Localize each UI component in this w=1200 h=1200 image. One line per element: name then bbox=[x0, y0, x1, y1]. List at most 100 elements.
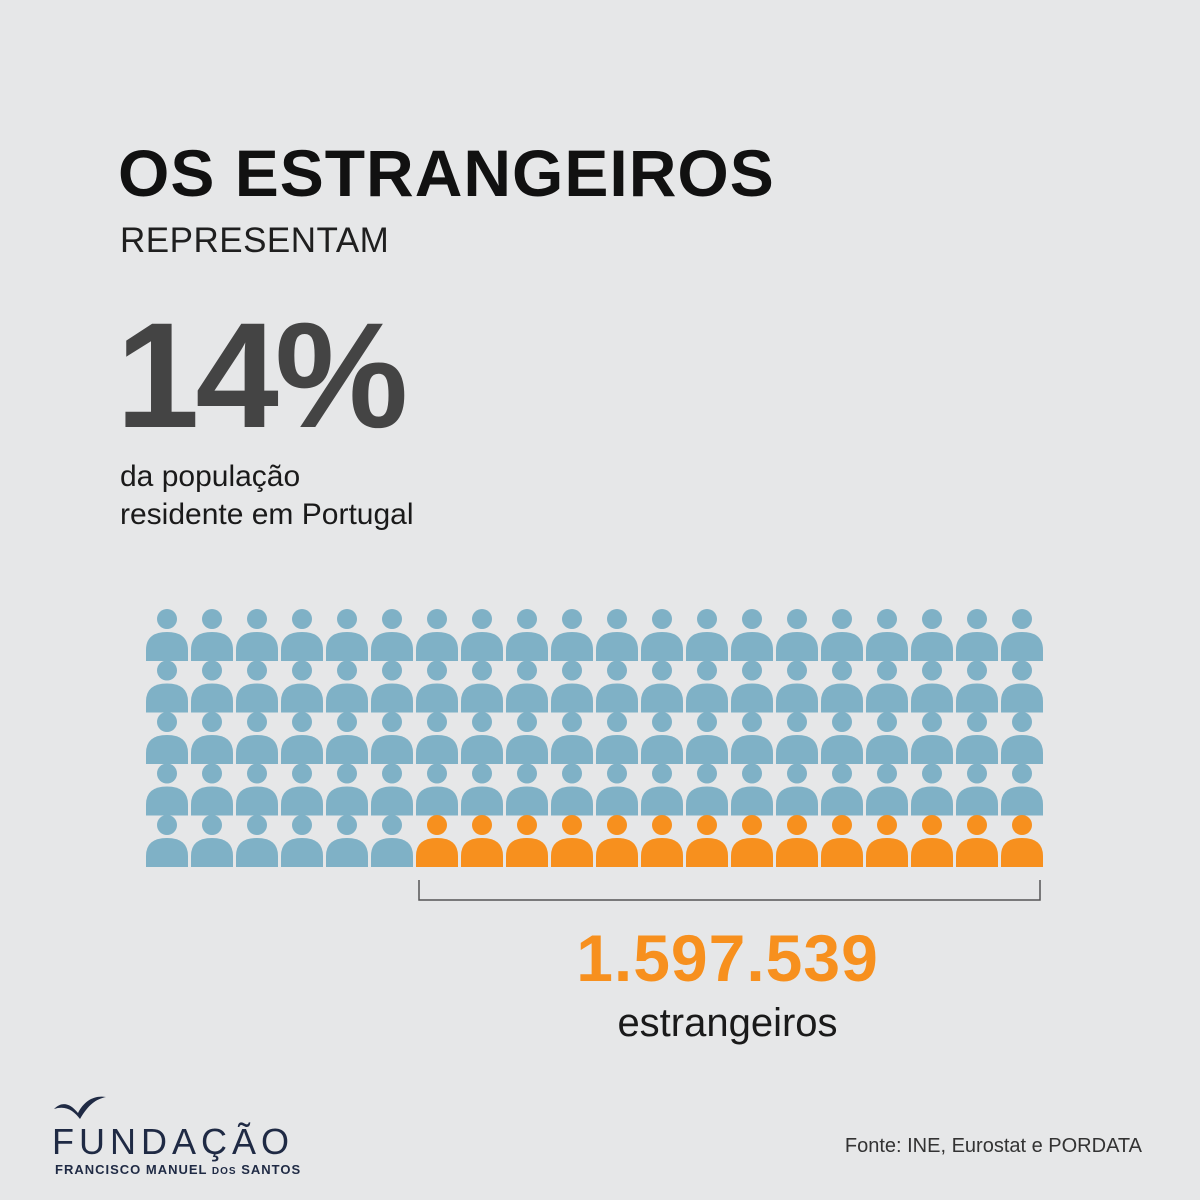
person-icon bbox=[506, 609, 548, 661]
person-icon bbox=[596, 763, 638, 816]
person-icon bbox=[911, 609, 953, 661]
person-icon-highlighted bbox=[551, 815, 593, 867]
person-icon bbox=[551, 609, 593, 661]
person-icon bbox=[461, 660, 503, 713]
person-icon bbox=[191, 660, 233, 713]
person-icon bbox=[281, 660, 323, 713]
person-icon bbox=[506, 763, 548, 816]
highlight-count: 1.597.539 bbox=[576, 921, 879, 995]
person-icon bbox=[866, 660, 908, 713]
person-icon bbox=[326, 763, 368, 816]
page-subtitle: REPRESENTAM bbox=[120, 221, 390, 260]
person-icon bbox=[911, 763, 953, 816]
highlight-bracket bbox=[418, 880, 1041, 901]
percentage-value: 14% bbox=[116, 291, 408, 459]
person-icon-highlighted bbox=[641, 815, 683, 867]
person-icon bbox=[326, 660, 368, 713]
person-icon bbox=[911, 712, 953, 764]
person-icon bbox=[866, 712, 908, 764]
source-note: Fonte: INE, Eurostat e PORDATA bbox=[844, 1135, 1142, 1157]
person-icon bbox=[1001, 660, 1043, 713]
person-icon bbox=[461, 712, 503, 764]
person-icon bbox=[596, 609, 638, 661]
person-icon bbox=[821, 609, 863, 661]
person-icon bbox=[371, 763, 413, 816]
person-icon bbox=[371, 660, 413, 713]
logo-subtitle-part-1: FRANCISCO MANUEL bbox=[55, 1162, 208, 1177]
logo-wordmark: FUNDAÇÃO bbox=[52, 1121, 295, 1162]
person-icon bbox=[416, 609, 458, 661]
person-icon bbox=[821, 660, 863, 713]
logo-subtitle: FRANCISCO MANUEL DOS SANTOS bbox=[55, 1162, 301, 1177]
person-icon bbox=[191, 609, 233, 661]
person-icon bbox=[146, 609, 188, 661]
person-icon bbox=[641, 660, 683, 713]
person-icon bbox=[191, 815, 233, 867]
person-icon bbox=[551, 712, 593, 764]
person-icon bbox=[956, 763, 998, 816]
person-icon bbox=[776, 660, 818, 713]
person-icon bbox=[776, 609, 818, 661]
person-icon bbox=[371, 712, 413, 764]
percentage-description: da população residente em Portugal bbox=[120, 458, 414, 534]
description-line-1: da população bbox=[120, 460, 301, 493]
person-icon bbox=[461, 609, 503, 661]
person-icon bbox=[776, 763, 818, 816]
person-icon bbox=[821, 763, 863, 816]
person-icon bbox=[686, 712, 728, 764]
person-icon bbox=[326, 609, 368, 661]
person-icon bbox=[416, 660, 458, 713]
person-icon bbox=[506, 712, 548, 764]
person-icon bbox=[731, 609, 773, 661]
person-icon-highlighted bbox=[731, 815, 773, 867]
highlight-label: estrangeiros bbox=[617, 1001, 838, 1045]
person-icon bbox=[506, 660, 548, 713]
person-icon-highlighted bbox=[866, 815, 908, 867]
person-icon bbox=[326, 712, 368, 764]
person-icon bbox=[281, 609, 323, 661]
person-icon bbox=[236, 815, 278, 867]
person-icon bbox=[776, 712, 818, 764]
person-icon bbox=[1001, 609, 1043, 661]
person-icon bbox=[641, 712, 683, 764]
person-icon-highlighted bbox=[461, 815, 503, 867]
person-icon bbox=[596, 660, 638, 713]
person-icon-highlighted bbox=[596, 815, 638, 867]
person-icon bbox=[326, 815, 368, 867]
person-icon bbox=[1001, 712, 1043, 764]
person-icon bbox=[416, 763, 458, 816]
person-icon-highlighted bbox=[776, 815, 818, 867]
person-icon bbox=[416, 712, 458, 764]
person-icon bbox=[956, 712, 998, 764]
person-icon bbox=[191, 712, 233, 764]
person-icon bbox=[236, 660, 278, 713]
person-icon bbox=[146, 763, 188, 816]
person-icon bbox=[236, 763, 278, 816]
person-icon bbox=[236, 712, 278, 764]
person-icon bbox=[641, 763, 683, 816]
person-icon bbox=[911, 660, 953, 713]
person-icon bbox=[191, 763, 233, 816]
person-icon bbox=[551, 763, 593, 816]
page-title: OS ESTRANGEIROS bbox=[118, 136, 775, 210]
person-icon bbox=[821, 712, 863, 764]
person-icon bbox=[146, 712, 188, 764]
person-icon bbox=[1001, 763, 1043, 816]
person-icon bbox=[686, 763, 728, 816]
person-icon bbox=[236, 609, 278, 661]
person-icon bbox=[461, 763, 503, 816]
person-icon bbox=[956, 609, 998, 661]
person-icon bbox=[281, 763, 323, 816]
person-icon bbox=[731, 660, 773, 713]
person-icon bbox=[596, 712, 638, 764]
person-icon-highlighted bbox=[506, 815, 548, 867]
person-icon bbox=[371, 815, 413, 867]
person-icon bbox=[146, 660, 188, 713]
person-icon bbox=[731, 712, 773, 764]
person-icon-highlighted bbox=[956, 815, 998, 867]
person-icon-highlighted bbox=[416, 815, 458, 867]
person-icon bbox=[281, 712, 323, 764]
description-line-2: residente em Portugal bbox=[120, 498, 414, 531]
person-icon bbox=[866, 609, 908, 661]
